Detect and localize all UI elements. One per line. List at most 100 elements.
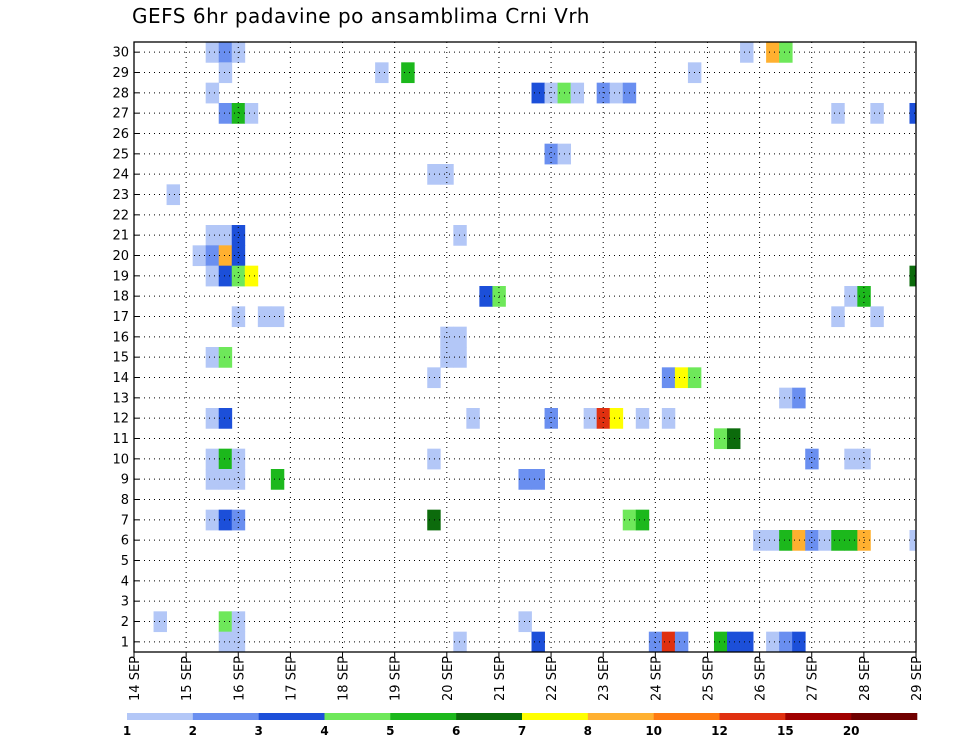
plot-frame <box>133 41 917 653</box>
heatmap-cell <box>218 245 233 267</box>
heatmap-cell <box>661 367 676 389</box>
heatmap-cell <box>596 82 611 104</box>
y-tick-label: 1 <box>121 635 129 650</box>
heatmap-cell <box>870 306 884 328</box>
heatmap-cell <box>153 611 167 633</box>
heatmap-cell <box>661 631 676 653</box>
heatmap-cell <box>570 82 585 104</box>
heatmap-cell <box>531 631 545 653</box>
y-tick-label: 2 <box>121 615 129 630</box>
legend-label: 3 <box>254 724 262 738</box>
heatmap-cell <box>218 448 233 470</box>
y-tick-label: 4 <box>121 574 129 589</box>
heatmap-cell <box>766 42 780 63</box>
x-tick-label: 24 SEP <box>649 656 664 701</box>
x-tick-label: 25 SEP <box>702 656 717 701</box>
heatmap-cell <box>844 286 858 307</box>
heatmap-cell <box>609 408 624 429</box>
legend-label: 15 <box>777 724 794 738</box>
heatmap-cell <box>766 530 780 551</box>
y-tick-label: 29 <box>112 66 129 81</box>
y-tick-label: 13 <box>112 391 129 406</box>
heatmap-cell <box>805 530 819 551</box>
y-axis: 1234567891011121314151617181920212223242… <box>112 46 139 650</box>
x-tick-label: 19 SEP <box>389 656 404 701</box>
legend-label: 2 <box>189 724 197 738</box>
y-tick-label: 7 <box>121 513 129 528</box>
heatmap-cell <box>401 62 415 84</box>
y-tick-label: 3 <box>121 595 129 610</box>
heatmap-cell <box>727 428 741 450</box>
legend-swatch <box>522 713 589 720</box>
legend-swatch <box>851 713 918 720</box>
x-tick-label: 17 SEP <box>284 656 299 701</box>
heatmap-cell <box>427 164 441 185</box>
heatmap-cell <box>635 408 650 429</box>
heatmap-cell <box>231 225 246 246</box>
heatmap-cell <box>166 184 181 206</box>
heatmap-cell <box>453 326 467 348</box>
y-tick-label: 27 <box>112 107 129 122</box>
y-tick-label: 6 <box>121 534 129 549</box>
heatmap-cell <box>218 42 233 63</box>
x-tick-label: 16 SEP <box>232 656 247 701</box>
heatmap-cell <box>479 286 493 307</box>
y-tick-label: 19 <box>112 269 129 284</box>
y-tick-label: 21 <box>112 229 129 244</box>
heatmap-cell <box>218 631 233 653</box>
heatmap-cell <box>205 82 220 104</box>
heatmap-cell <box>583 408 598 429</box>
chart-title: GEFS 6hr padavine po ansamblima Crni Vrh <box>132 4 590 28</box>
heatmap-cell <box>205 509 220 531</box>
cells-layer <box>153 42 917 653</box>
legend-label: 6 <box>452 724 460 738</box>
x-tick-label: 22 SEP <box>545 656 560 701</box>
heatmap-cell <box>531 82 545 104</box>
heatmap-cell <box>231 306 246 328</box>
heatmap-cell <box>440 164 454 185</box>
heatmap-cell <box>909 103 917 124</box>
legend-label: 8 <box>584 724 592 738</box>
x-tick-label: 26 SEP <box>754 656 769 701</box>
heatmap-cell <box>596 408 611 429</box>
heatmap-cell <box>205 408 220 429</box>
y-tick-label: 24 <box>112 168 129 183</box>
heatmap-cell <box>518 611 532 633</box>
heatmap-cell <box>205 225 220 246</box>
heatmap-cell <box>766 631 780 653</box>
heatmap-cell <box>544 143 558 165</box>
heatmap-cell <box>218 408 233 429</box>
y-tick-label: 12 <box>112 412 129 427</box>
x-tick-label: 21 SEP <box>493 656 508 701</box>
heatmap-cell <box>544 82 558 104</box>
y-tick-label: 18 <box>112 290 129 305</box>
heatmap-cell <box>231 469 246 490</box>
heatmap-cell <box>218 509 233 531</box>
heatmap-cell <box>661 408 676 429</box>
heatmap-cell <box>909 530 917 551</box>
heatmap-cell <box>831 306 845 328</box>
x-tick-label: 29 SEP <box>910 656 925 701</box>
heatmap-cell <box>635 509 650 531</box>
y-tick-label: 28 <box>112 86 129 101</box>
heatmap-cell <box>831 103 845 124</box>
heatmap-cell <box>779 387 793 409</box>
heatmap-cell <box>844 448 858 470</box>
heatmap-cell <box>231 265 246 287</box>
heatmap-cell <box>792 530 806 551</box>
heatmap-cell <box>453 631 467 653</box>
x-tick-label: 14 SEP <box>128 656 143 701</box>
heatmap-cell <box>544 408 558 429</box>
heatmap-cell <box>531 469 545 490</box>
legend-swatch <box>456 713 523 720</box>
heatmap-cell <box>205 265 220 287</box>
legend-label: 12 <box>711 724 728 738</box>
heatmap-cell <box>792 387 806 409</box>
legend-label: 7 <box>518 724 526 738</box>
x-tick-label: 23 SEP <box>597 656 612 701</box>
x-tick-label: 18 SEP <box>337 656 352 701</box>
legend-label: 1 <box>123 724 131 738</box>
heatmap-cell <box>779 42 793 63</box>
heatmap-cell <box>218 225 233 246</box>
legend-swatch <box>587 713 654 720</box>
